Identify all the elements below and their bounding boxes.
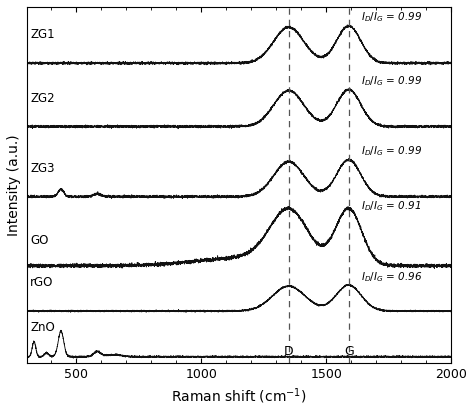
Text: $I_\mathregular{D}/I_\mathregular{G}$ = 0.99: $I_\mathregular{D}/I_\mathregular{G}$ = … — [361, 74, 422, 88]
Text: $I_\mathregular{D}/I_\mathregular{G}$ = 0.99: $I_\mathregular{D}/I_\mathregular{G}$ = … — [361, 10, 422, 24]
Text: ZG1: ZG1 — [30, 28, 55, 41]
Text: ZnO: ZnO — [30, 321, 55, 335]
Text: $I_\mathregular{D}/I_\mathregular{G}$ = 0.99: $I_\mathregular{D}/I_\mathregular{G}$ = … — [361, 144, 422, 158]
Text: rGO: rGO — [30, 275, 54, 289]
Text: G: G — [344, 345, 354, 358]
Text: ZG3: ZG3 — [30, 161, 55, 175]
Y-axis label: Intensity (a.u.): Intensity (a.u.) — [7, 134, 21, 236]
Text: ZG2: ZG2 — [30, 92, 55, 105]
Text: $I_\mathregular{D}/I_\mathregular{G}$ = 0.91: $I_\mathregular{D}/I_\mathregular{G}$ = … — [361, 199, 421, 213]
Text: $I_\mathregular{D}/I_\mathregular{G}$ = 0.96: $I_\mathregular{D}/I_\mathregular{G}$ = … — [361, 270, 422, 284]
Text: GO: GO — [30, 234, 49, 247]
Text: D: D — [284, 345, 293, 358]
X-axis label: Raman shift (cm$^{-1}$): Raman shift (cm$^{-1}$) — [171, 387, 307, 406]
